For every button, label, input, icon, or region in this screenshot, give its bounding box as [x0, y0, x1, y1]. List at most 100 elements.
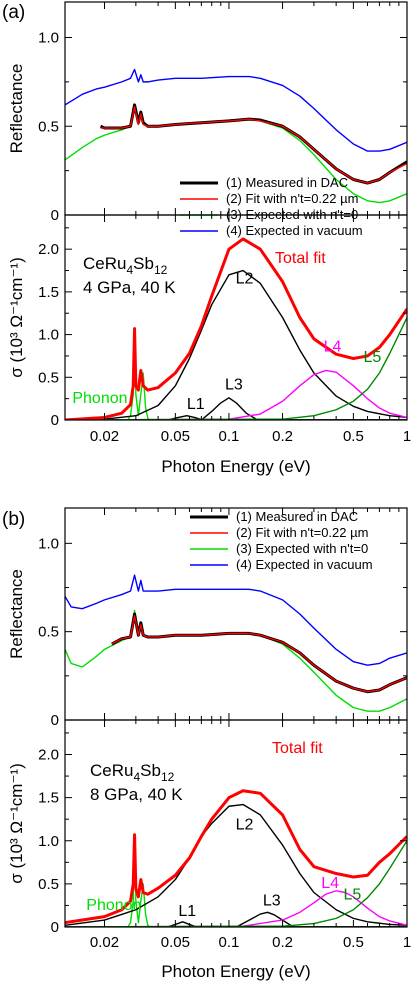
x-tick-label: 0.02: [90, 428, 119, 445]
reflectance-plot: 0 0.5 1.0 Reflectance (1) Measured in DAC(2)…: [7, 507, 408, 729]
y-tick-label: 0.5: [38, 118, 59, 135]
y-axis-label: Reflectance: [7, 569, 26, 659]
sample-name-part: Sb: [140, 761, 161, 780]
x-tick-label: 0.5: [343, 934, 364, 951]
legend-entry: (4) Expected in vacuum: [226, 223, 363, 238]
x-tick-label: 0.5: [343, 428, 364, 445]
series-line-2-fit-with-n-t-0-22-m: [111, 615, 407, 693]
annotation-l1: L1: [187, 396, 205, 413]
x-tick-label: 1: [403, 428, 411, 445]
total-fit-label: Total fit: [272, 740, 323, 757]
x-axis-label: Photon Energy (eV): [161, 962, 310, 981]
sample-name-part: 12: [154, 263, 168, 277]
y-axis-label: Reflectance: [7, 64, 26, 154]
y-tick-label: 1.0: [38, 30, 59, 47]
x-tick-label: 0.1: [219, 934, 240, 951]
x-tick-label: 0.05: [161, 428, 190, 445]
y-tick-label: 1.5: [38, 790, 59, 807]
annotation-l5: L5: [344, 886, 362, 903]
sample-name-part: CeRu: [83, 254, 126, 273]
annotation-l1: L1: [178, 903, 196, 920]
conductivity-curves: [65, 237, 407, 420]
chart-panel-a: (a) 0 0.5 1.0 Reflectance (1) Measured in DAC…: [2, 1, 411, 476]
legend: (1) Measured in DAC(2) Fit with n't=0.22…: [190, 509, 373, 572]
x-tick-label: 1: [403, 934, 411, 951]
series-line-4-expected-in-vacuum: [65, 574, 407, 666]
annotation-l3: L3: [263, 892, 281, 909]
sample-name-part: 4: [126, 263, 133, 277]
y-tick-label: 1.0: [38, 833, 59, 850]
y-tick-label: 0: [51, 207, 59, 224]
x-axis-label: Photon Energy (eV): [161, 457, 310, 476]
series-line-total-fit: [65, 237, 407, 420]
series-line-2-fit-with-n-t-0-22-m: [100, 106, 407, 184]
y-tick-label: 0.5: [38, 624, 59, 641]
conductivity-plot: 0 0.5 1.0 1.5 2.0 σ (10³ Ω⁻¹cm⁻¹) Phonon L1 L3 L2…: [7, 719, 408, 936]
y-tick-label: 2.0: [38, 241, 59, 258]
x-tick-label: 0.05: [161, 934, 190, 951]
sample-name: CeRu4Sb12: [90, 761, 175, 784]
series-line-l3: [65, 397, 407, 420]
annotation-phonon: Phonon: [86, 897, 141, 914]
conditions-label: 4 GPa, 40 K: [83, 278, 176, 297]
x-tick-label: 0.1: [219, 428, 240, 445]
series-line-l1: [65, 921, 407, 927]
plot-frame: [64, 214, 408, 421]
panel-label: (b): [2, 509, 25, 530]
y-tick-label: 0: [51, 712, 59, 729]
series-line-1-measured-in-dac: [99, 103, 407, 185]
legend-entry: (1) Measured in DAC: [226, 175, 348, 190]
annotation-l4: L4: [321, 875, 339, 892]
legend-entry: (2) Fit with n't=0.22 µm: [236, 525, 368, 540]
series-line-phonon: [65, 840, 407, 927]
series-line-total-fit: [65, 789, 407, 925]
y-axis-label: σ (10³ Ω⁻¹cm⁻¹): [7, 257, 26, 377]
y-tick-label: 0.5: [38, 369, 59, 386]
annotation-phonon: Phonon: [72, 390, 127, 407]
annotation-l5: L5: [364, 349, 382, 366]
legend-entry: (4) Expected in vacuum: [236, 557, 373, 572]
conductivity-plot: 0 0.5 1.0 1.5 2.0 σ (10³ Ω⁻¹cm⁻¹) Phonon L1 L3 L2…: [7, 214, 408, 429]
legend-entry: (3) Expected with n't=0: [236, 541, 368, 556]
sample-name-part: 12: [161, 770, 175, 784]
series-line-l4: [65, 369, 407, 420]
series-line-l1: [65, 415, 407, 420]
legend: (1) Measured in DAC(2) Fit with n't=0.22…: [180, 175, 363, 238]
legend-entry: (1) Measured in DAC: [236, 509, 358, 524]
sample-name-part: 4: [133, 770, 140, 784]
panel-label: (a): [2, 2, 25, 23]
x-tick-label: 0.02: [90, 934, 119, 951]
reflectance-curves: [65, 68, 407, 204]
series-line-l2: [65, 803, 407, 926]
legend-entry: (2) Fit with n't=0.22 µm: [226, 191, 358, 206]
plot-frame: [64, 719, 408, 928]
total-fit-label: Total fit: [275, 250, 326, 267]
y-axis-label: σ (10³ Ω⁻¹cm⁻¹): [7, 763, 26, 883]
reflectance-curves: [65, 574, 407, 712]
y-tick-label: 1.0: [38, 535, 59, 552]
x-tick-label: 0.2: [272, 934, 293, 951]
sample-name-part: Sb: [133, 254, 154, 273]
conditions-label: 8 GPa, 40 K: [90, 785, 183, 804]
y-tick-label: 1.5: [38, 284, 59, 301]
y-tick-label: 0: [51, 919, 59, 936]
annotation-l2: L2: [236, 817, 254, 834]
y-tick-label: 0: [51, 412, 59, 429]
series-line-l5: [65, 840, 407, 927]
annotation-l4: L4: [324, 339, 342, 356]
conductivity-curves: [65, 789, 407, 927]
y-tick-label: 0.5: [38, 876, 59, 893]
sample-name-part: CeRu: [90, 761, 133, 780]
sample-name: CeRu4Sb12: [83, 254, 168, 277]
y-tick-label: 2.0: [38, 747, 59, 764]
series-line-l3: [65, 911, 407, 927]
x-tick-label: 0.2: [272, 428, 293, 445]
y-tick-label: 1.0: [38, 327, 59, 344]
reflectance-plot: 0 0.5 1.0 Reflectance (1) Measured in DAC(2)…: [7, 1, 408, 238]
series-line-3-expected-with-n-t-0: [65, 609, 407, 712]
chart-panel-b: (b) 0 0.5 1.0 Reflectance (1) Measured in DAC…: [2, 507, 411, 981]
series-line-4-expected-in-vacuum: [65, 68, 407, 152]
series-line-l2: [65, 269, 407, 420]
annotation-l3: L3: [225, 376, 243, 393]
